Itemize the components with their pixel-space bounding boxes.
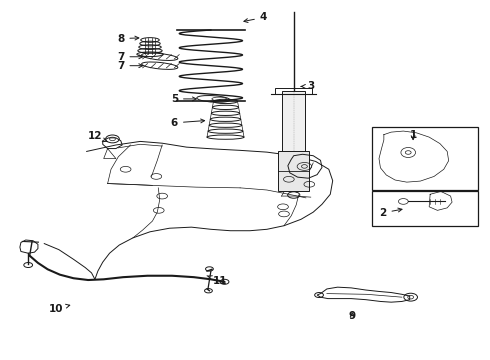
Text: 8: 8 [117,33,139,44]
Text: 6: 6 [171,118,205,128]
Text: 11: 11 [207,276,227,286]
Text: 1: 1 [410,130,416,140]
Text: 10: 10 [49,303,70,314]
Text: 9: 9 [348,311,356,321]
Text: 12: 12 [88,131,107,142]
Bar [372,127,478,190]
Text: 7: 7 [117,52,143,62]
Bar [275,88,312,94]
Bar [282,91,305,152]
Text: 2: 2 [379,208,402,218]
Text: 4: 4 [244,13,267,23]
Text: 7: 7 [117,61,143,71]
Bar [372,191,478,226]
Bar [278,152,309,191]
Text: 5: 5 [171,94,196,104]
Text: 3: 3 [301,81,315,91]
